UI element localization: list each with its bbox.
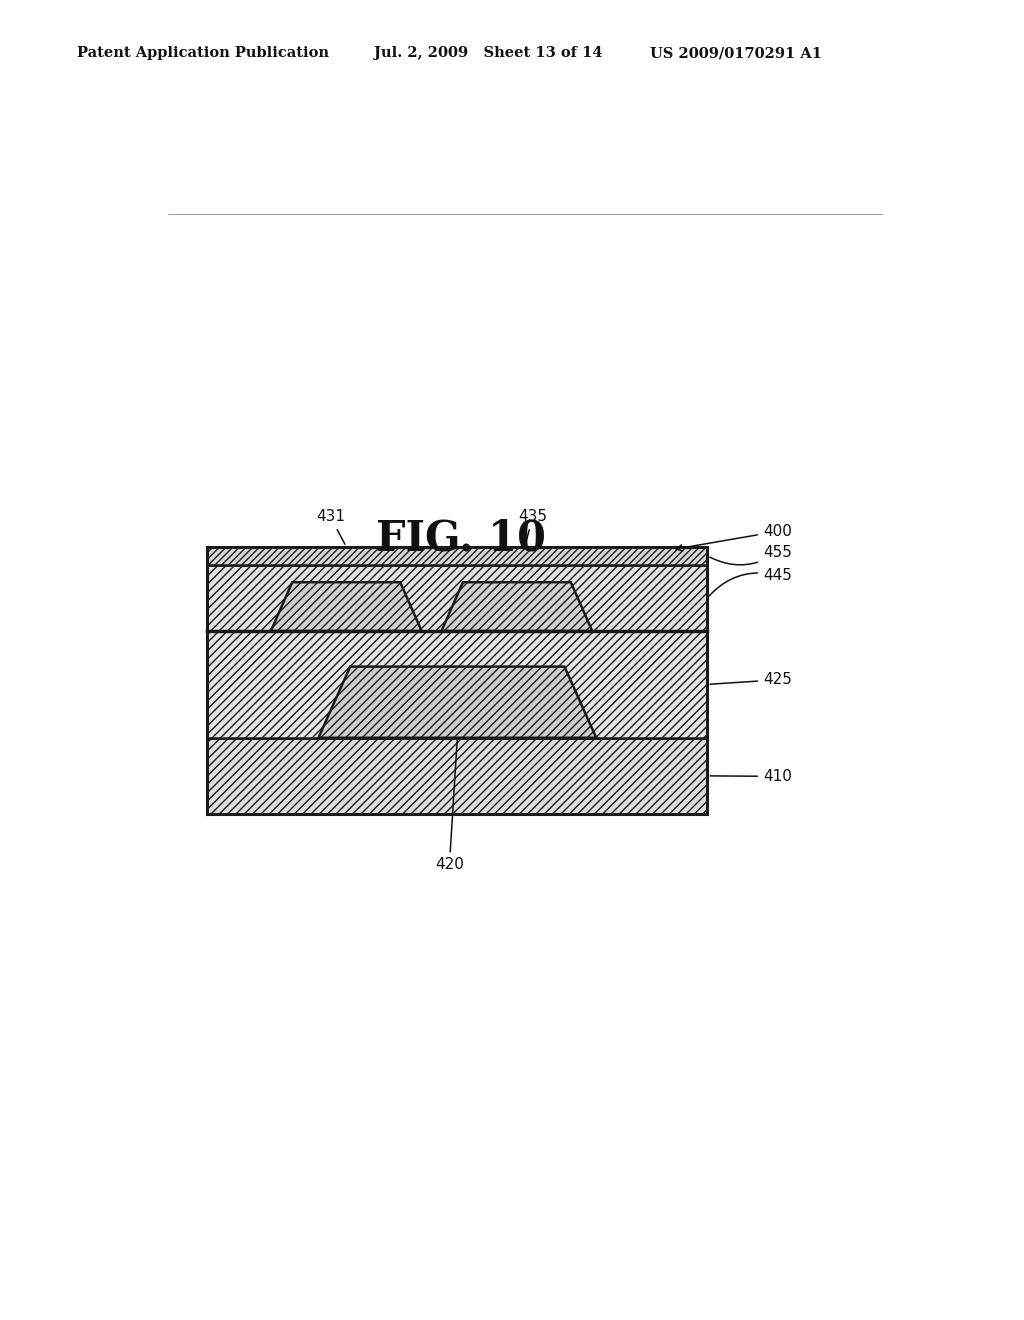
Polygon shape xyxy=(441,582,592,631)
Text: 410: 410 xyxy=(710,768,792,784)
Polygon shape xyxy=(207,631,708,738)
Polygon shape xyxy=(318,667,596,738)
Text: 455: 455 xyxy=(710,545,792,565)
Polygon shape xyxy=(207,546,708,565)
Polygon shape xyxy=(270,582,422,631)
Text: 431: 431 xyxy=(315,510,345,544)
Text: Jul. 2, 2009   Sheet 13 of 14: Jul. 2, 2009 Sheet 13 of 14 xyxy=(374,46,602,61)
Polygon shape xyxy=(207,738,708,814)
Text: 425: 425 xyxy=(710,672,792,688)
Polygon shape xyxy=(207,565,708,631)
Text: 400: 400 xyxy=(676,524,792,550)
Text: 435: 435 xyxy=(518,510,547,544)
Text: 420: 420 xyxy=(435,741,464,873)
Text: US 2009/0170291 A1: US 2009/0170291 A1 xyxy=(650,46,822,61)
Text: 445: 445 xyxy=(710,568,792,595)
Text: Patent Application Publication: Patent Application Publication xyxy=(77,46,329,61)
Text: FIG. 10: FIG. 10 xyxy=(376,517,547,560)
